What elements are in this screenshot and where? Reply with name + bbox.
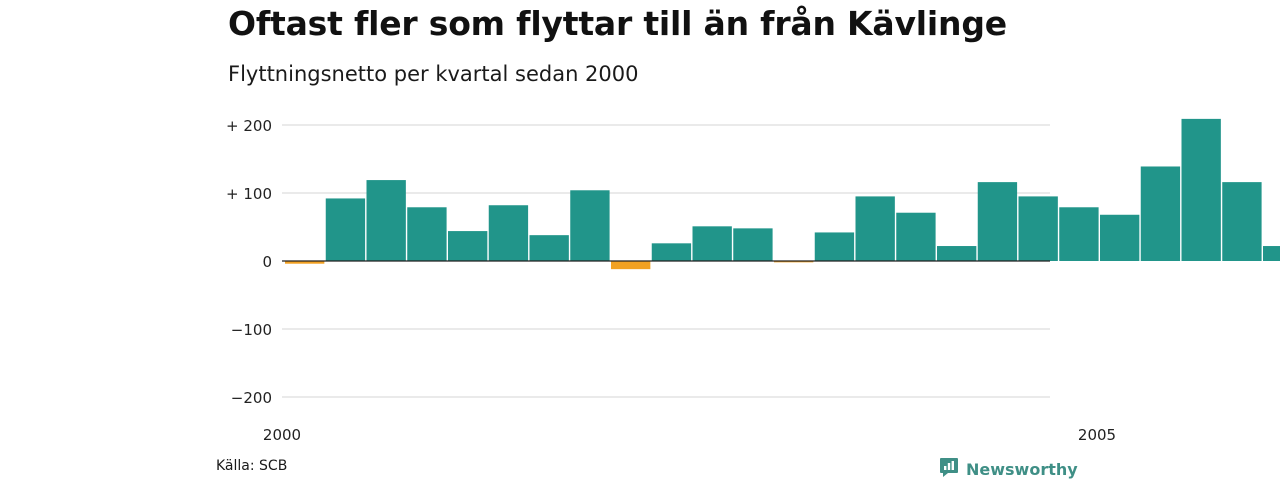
bars — [285, 118, 1280, 270]
bar — [1059, 207, 1099, 261]
bar — [733, 228, 773, 261]
brand-logo: Newsworthy — [938, 456, 1078, 482]
y-tick-label: + 200 — [226, 117, 272, 135]
bar — [1222, 182, 1262, 261]
x-tick-label: 2005 — [1078, 426, 1116, 444]
bar — [692, 226, 732, 261]
bar — [1263, 246, 1280, 261]
newsworthy-logo-icon — [938, 456, 960, 482]
bar — [448, 231, 488, 261]
chart-subtitle: Flyttningsnetto per kvartal sedan 2000 — [228, 62, 639, 86]
bar — [285, 261, 325, 264]
bar — [570, 190, 610, 261]
y-tick-label: 0 — [262, 253, 272, 271]
bar — [937, 246, 977, 261]
bar — [977, 182, 1018, 261]
bar — [651, 243, 692, 261]
chart-title: Oftast fler som flyttar till än från Käv… — [228, 4, 1007, 43]
bar — [1181, 118, 1221, 261]
bar — [366, 180, 406, 261]
bar — [325, 198, 366, 261]
y-tick-label: −100 — [231, 321, 272, 339]
bar — [1140, 166, 1181, 261]
bar — [611, 261, 651, 270]
bar — [488, 205, 529, 261]
bar — [774, 261, 814, 263]
brand-name: Newsworthy — [966, 459, 1078, 479]
bar — [407, 207, 447, 261]
gridlines — [282, 124, 1050, 398]
bar — [855, 196, 895, 261]
y-tick-label: −200 — [231, 389, 272, 407]
source-note: Källa: SCB — [216, 458, 288, 474]
bar — [814, 232, 855, 261]
bar — [1100, 214, 1140, 261]
x-tick-label: 2000 — [263, 426, 301, 444]
bar — [529, 235, 569, 261]
y-tick-label: + 100 — [226, 185, 272, 203]
x-axis-ticks: 20002005201020152020 — [263, 426, 1116, 444]
y-axis-ticks: + 200 + 100 0 −100 −200 — [226, 117, 272, 407]
bar — [896, 212, 936, 261]
bar — [1018, 196, 1058, 261]
